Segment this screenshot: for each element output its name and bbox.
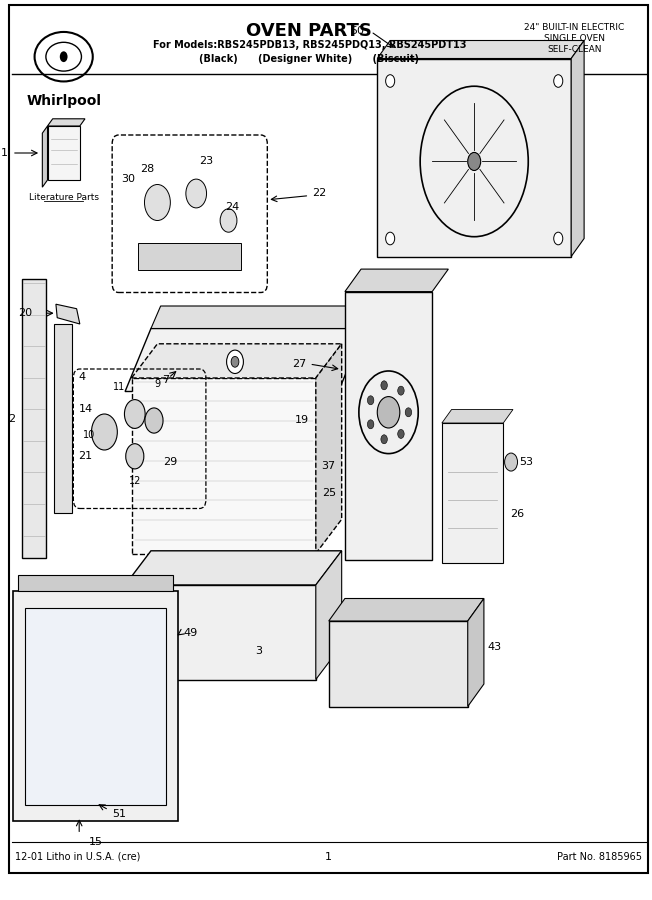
Text: 4: 4	[78, 372, 85, 382]
Polygon shape	[316, 344, 342, 554]
Text: 2: 2	[8, 413, 15, 424]
Text: 37: 37	[321, 461, 336, 471]
Text: 27: 27	[292, 359, 306, 369]
Text: 15: 15	[89, 837, 102, 847]
Text: 12: 12	[128, 476, 141, 487]
Text: 26: 26	[510, 508, 524, 518]
Circle shape	[381, 435, 387, 444]
Text: 28: 28	[141, 164, 155, 174]
Polygon shape	[345, 269, 449, 292]
Circle shape	[145, 184, 170, 220]
Circle shape	[398, 429, 404, 438]
Text: 50: 50	[350, 26, 364, 37]
Text: Literature Parts: Literature Parts	[29, 194, 98, 202]
Text: For Models:RBS245PDB13, RBS245PDQ13, RBS245PDT13: For Models:RBS245PDB13, RBS245PDQ13, RBS…	[153, 40, 466, 50]
Circle shape	[367, 396, 374, 405]
Text: 53: 53	[520, 457, 533, 467]
Circle shape	[220, 209, 237, 232]
Text: 11: 11	[113, 382, 125, 392]
Text: 49: 49	[183, 627, 198, 637]
Circle shape	[385, 232, 394, 245]
Text: 43: 43	[487, 642, 501, 652]
Polygon shape	[329, 621, 467, 707]
Polygon shape	[125, 328, 364, 392]
Polygon shape	[125, 585, 316, 680]
Circle shape	[367, 419, 374, 428]
Text: 24" BUILT-IN ELECTRIC: 24" BUILT-IN ELECTRIC	[524, 22, 625, 32]
Circle shape	[554, 232, 563, 245]
Circle shape	[60, 51, 68, 62]
Polygon shape	[42, 126, 48, 187]
Circle shape	[91, 414, 117, 450]
Circle shape	[186, 179, 207, 208]
Polygon shape	[378, 40, 584, 58]
Text: 3: 3	[255, 646, 262, 656]
Circle shape	[381, 381, 387, 390]
Polygon shape	[138, 243, 241, 270]
Polygon shape	[22, 279, 46, 558]
Circle shape	[554, 75, 563, 87]
Polygon shape	[125, 551, 342, 585]
Polygon shape	[571, 40, 584, 256]
Polygon shape	[132, 344, 342, 378]
Text: SINGLE OVEN: SINGLE OVEN	[544, 34, 605, 43]
Polygon shape	[316, 551, 342, 680]
Polygon shape	[18, 575, 173, 591]
Text: Part No. 8185965: Part No. 8185965	[557, 851, 642, 862]
Text: Whirlpool: Whirlpool	[26, 94, 101, 109]
Text: 25: 25	[321, 488, 336, 498]
Polygon shape	[442, 410, 513, 423]
Text: (Black)      (Designer White)      (Biscuit): (Black) (Designer White) (Biscuit)	[200, 54, 419, 64]
Text: 23: 23	[199, 156, 213, 166]
Polygon shape	[13, 591, 178, 821]
Polygon shape	[151, 306, 374, 328]
Circle shape	[385, 75, 394, 87]
Text: 30: 30	[121, 174, 136, 184]
Polygon shape	[48, 126, 80, 180]
Polygon shape	[442, 423, 503, 562]
Text: 51: 51	[112, 808, 126, 819]
Circle shape	[126, 444, 144, 469]
Polygon shape	[378, 58, 571, 256]
Circle shape	[145, 408, 163, 433]
Circle shape	[467, 152, 481, 170]
Polygon shape	[56, 304, 80, 324]
Text: 24: 24	[225, 202, 239, 211]
Circle shape	[231, 356, 239, 367]
Text: 19: 19	[295, 415, 309, 426]
Circle shape	[398, 386, 404, 395]
Text: 1: 1	[1, 148, 7, 158]
Text: 7: 7	[162, 374, 170, 385]
Circle shape	[378, 397, 400, 428]
Text: 20: 20	[18, 308, 33, 319]
Circle shape	[405, 408, 411, 417]
Polygon shape	[329, 598, 484, 621]
Text: SELF-CLEAN: SELF-CLEAN	[547, 45, 602, 54]
Polygon shape	[345, 292, 432, 560]
Polygon shape	[25, 608, 166, 805]
Polygon shape	[48, 119, 85, 126]
Text: 9: 9	[154, 379, 160, 389]
Polygon shape	[54, 324, 72, 513]
Text: 29: 29	[163, 457, 177, 467]
Text: 14: 14	[78, 404, 93, 414]
Text: 12-01 Litho in U.S.A. (cre): 12-01 Litho in U.S.A. (cre)	[15, 851, 141, 862]
Circle shape	[125, 400, 145, 428]
Circle shape	[505, 453, 518, 471]
Text: 22: 22	[312, 188, 327, 198]
Text: 21: 21	[78, 451, 93, 462]
Text: OVEN PARTS: OVEN PARTS	[246, 22, 372, 40]
Text: 10: 10	[83, 429, 96, 440]
Circle shape	[227, 350, 243, 374]
Polygon shape	[467, 598, 484, 706]
Bar	[132, 378, 316, 554]
Text: 1: 1	[325, 851, 333, 862]
